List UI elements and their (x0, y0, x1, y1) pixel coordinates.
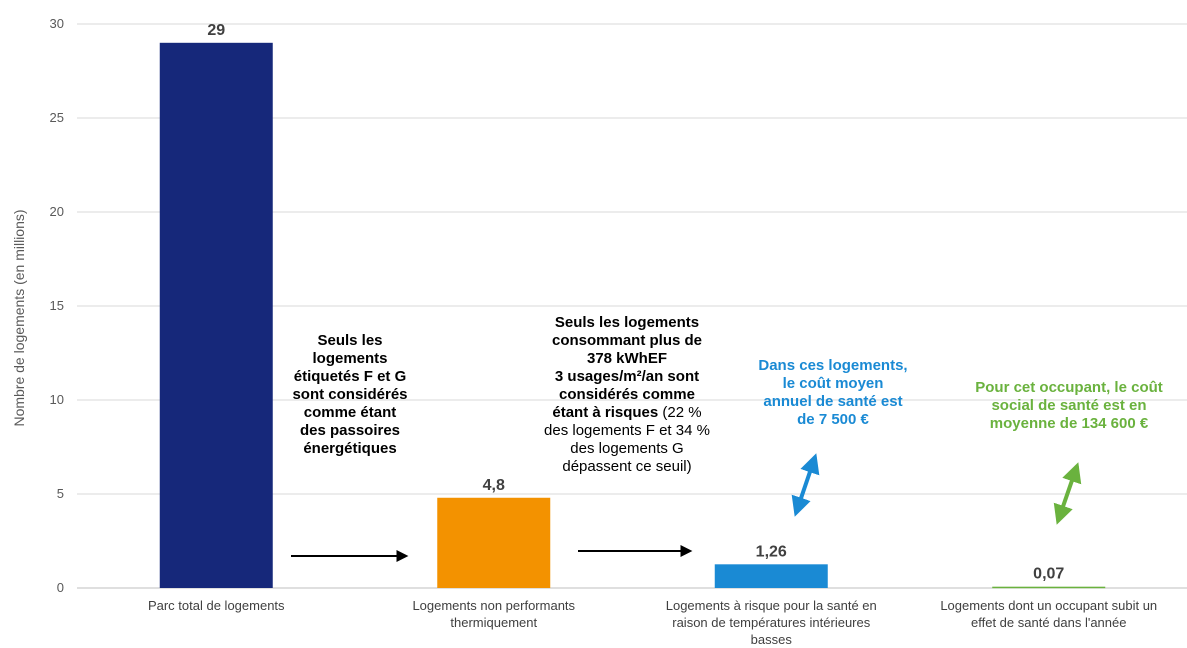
annotation-passoires: Seuls les logements étiquetés F et G son… (292, 332, 408, 457)
cost-arrow-blue (791, 453, 820, 517)
x-tick-label: Logements non performants (412, 598, 575, 613)
y-axis-label: Nombre de logements (en millions) (11, 209, 27, 426)
y-tick-label: 0 (57, 580, 64, 595)
data-labels: 29 4,8 1,26 0,07 (207, 22, 1064, 583)
annotation-cout-sante: Dans ces logements, le coût moyen annuel… (758, 357, 908, 428)
y-tick-label: 15 (50, 298, 64, 313)
bar (992, 586, 1106, 589)
annotation-risques: Seuls les logements consommant plus de 3… (544, 314, 710, 475)
bars (159, 42, 1106, 589)
annotation-cout-social: Pour cet occupant, le coût social de san… (975, 379, 1163, 432)
data-label: 4,8 (483, 477, 505, 494)
category-labels: Parc total de logements Logements non per… (148, 598, 1157, 647)
y-tick-label: 25 (50, 110, 64, 125)
x-tick-label: thermiquement (450, 615, 537, 630)
x-tick-label: Parc total de logements (148, 598, 285, 613)
cost-arrow-green (1053, 462, 1082, 525)
bar (159, 42, 273, 589)
x-tick-label: raison de températures intérieures (672, 615, 870, 630)
x-tick-label: effet de santé dans l'année (971, 615, 1126, 630)
x-tick-label: basses (751, 632, 793, 647)
y-tick-label: 20 (50, 204, 64, 219)
bar (714, 564, 828, 588)
y-tick-label: 10 (50, 392, 64, 407)
x-tick-label: Logements à risque pour la santé en (666, 598, 877, 613)
y-tick-label: 5 (57, 486, 64, 501)
data-label: 29 (207, 22, 225, 39)
data-label: 1,26 (756, 543, 787, 560)
x-tick-label: Logements dont un occupant subit un (940, 598, 1157, 613)
y-tick-label: 30 (50, 16, 64, 31)
y-axis-ticks: 0 5 10 15 20 25 30 (50, 16, 64, 595)
bar (437, 497, 551, 588)
data-label: 0,07 (1033, 566, 1064, 583)
